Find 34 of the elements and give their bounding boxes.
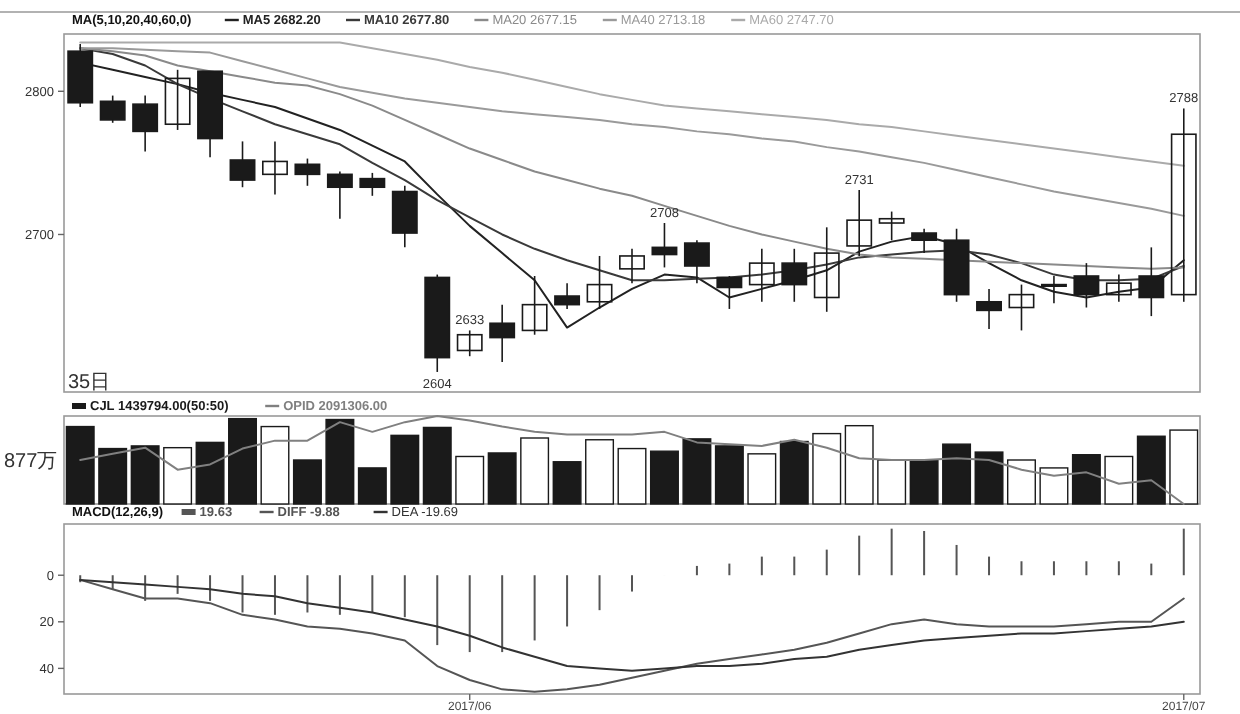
- candlestick: [262, 140, 288, 196]
- candlestick: [456, 329, 483, 357]
- line-series: [79, 578, 1185, 672]
- candlestick: [976, 288, 1002, 330]
- candlestick: [781, 248, 808, 303]
- candlestick: [132, 94, 159, 153]
- candlestick: [911, 227, 938, 254]
- candlestick: [1073, 262, 1100, 309]
- candlestick: [1138, 246, 1165, 317]
- candlestick: [619, 248, 645, 284]
- candlestick: [1040, 275, 1067, 305]
- candlestick: [651, 222, 678, 269]
- candlestick: [813, 226, 840, 313]
- candlestick: [716, 275, 743, 310]
- candlestick: [554, 282, 581, 310]
- bar: [617, 447, 647, 505]
- candlestick: [359, 172, 386, 197]
- candlestick: [878, 210, 905, 242]
- candlestick: [1008, 283, 1035, 332]
- text: 877万: [4, 451, 58, 473]
- candlestick: [586, 255, 613, 310]
- candlestick: [99, 94, 126, 124]
- candlestick: [846, 189, 873, 257]
- annotation: 35日: [68, 372, 111, 394]
- candlestick: [1105, 273, 1132, 303]
- line-series: [79, 578, 1185, 693]
- candlestick: [391, 184, 418, 249]
- candlestick: [683, 239, 710, 284]
- candlestick: [326, 170, 353, 220]
- candlestick: [164, 69, 191, 131]
- candlestick: [229, 140, 256, 189]
- candlestick: [294, 157, 321, 187]
- candlestick: [748, 248, 775, 303]
- candlestick: [489, 303, 516, 363]
